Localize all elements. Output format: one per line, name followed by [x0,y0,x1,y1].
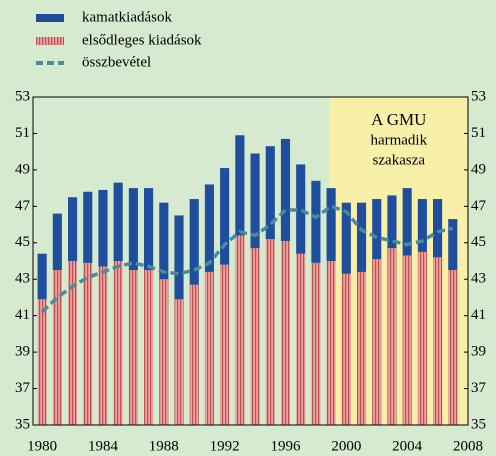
bar-primary [311,262,321,425]
y2-tick-label: 39 [471,344,486,360]
bar-primary [83,262,93,425]
y-tick-label: 49 [15,161,30,177]
bar-interest [67,197,78,261]
bar-primary [448,270,458,425]
y2-tick-label: 53 [471,88,486,104]
plot-frame [32,96,469,426]
y-tick-label: 43 [15,271,30,287]
y-tick-label: 45 [15,234,30,250]
x-tick-label: 1988 [149,438,179,454]
y-tick-label: 51 [15,125,30,141]
bar-interest [356,202,367,272]
bar-interest [417,199,427,252]
x-tick-label: 1980 [27,438,57,454]
revenue-line [40,204,454,314]
bar-primary [235,235,245,425]
y-tick-label: 41 [15,307,30,323]
bar-primary [341,273,351,425]
bar-interest [37,253,47,300]
bar-interest [402,188,412,256]
bar-interest [174,215,184,300]
x-tick-label: 2008 [453,438,483,454]
legend-label: kamatkiadások [82,9,172,25]
y-tick-label: 35 [15,416,30,432]
bar-primary [113,261,123,425]
bar-interest [341,202,351,274]
bar-interest [128,188,138,271]
bar-primary [220,264,230,425]
legend-swatch [36,37,64,45]
annotation: szakasza [373,152,426,168]
bar-interest [144,188,154,271]
shaded-region [329,97,468,425]
bar-interest [372,199,382,260]
bar-primary [67,261,78,425]
bar-primary [417,251,427,425]
bar-interest [235,135,245,236]
bar-primary [433,257,443,425]
bar-interest [280,138,291,241]
bar-primary [52,270,62,425]
bar-interest [113,182,123,261]
bar-primary [189,284,199,425]
bar-interest [159,202,169,280]
y-tick-label: 47 [15,198,31,214]
bar-interest [189,199,199,285]
y-tick-label: 39 [15,344,30,360]
bar-primary [37,299,47,425]
bar-primary [372,259,382,425]
y2-tick-label: 47 [471,198,487,214]
x-tick-label: 2004 [392,438,423,454]
bar-interest [265,146,275,240]
bar-primary [98,266,108,425]
y2-tick-label: 41 [471,307,486,323]
y2-tick-label: 51 [471,125,486,141]
bar-primary [174,299,184,425]
bar-primary [159,279,169,425]
bar-interest [448,219,458,271]
y2-tick-label: 35 [471,416,486,432]
legend-label: elsődleges kiadások [82,32,202,48]
bar-interest [250,153,260,249]
bar-interest [83,191,93,263]
bar-primary [265,239,275,425]
bar-primary [402,255,412,425]
annotation: A GMU [371,110,426,129]
bar-primary [250,248,260,425]
bar-interest [433,199,443,258]
y2-tick-label: 43 [471,271,486,287]
x-tick-label: 1984 [88,438,119,454]
x-tick-label: 1992 [210,438,240,454]
bar-primary [326,261,336,425]
bar-interest [387,195,397,249]
bar-primary [356,271,367,425]
y-tick-label: 37 [15,380,31,396]
bar-interest [52,213,62,271]
bar-interest [98,189,108,267]
x-tick-label: 1996 [270,438,301,454]
bar-interest [296,164,306,254]
annotation: harmadik [370,132,427,148]
y2-tick-label: 49 [471,161,486,177]
bar-interest [311,180,321,263]
x-tick-label: 2000 [331,438,361,454]
bar-primary [296,253,306,425]
legend-swatch [36,14,64,22]
bar-primary [128,270,138,425]
y-tick-label: 53 [15,88,30,104]
bar-interest [204,184,214,272]
legend-label: összbevétel [82,54,151,70]
bar-interest [220,168,230,265]
y2-tick-label: 45 [471,234,486,250]
bar-primary [280,240,291,425]
bar-primary [144,270,154,425]
bar-interest [326,188,336,261]
bar-primary [204,271,214,425]
y2-tick-label: 37 [471,380,487,396]
bar-primary [387,248,397,425]
